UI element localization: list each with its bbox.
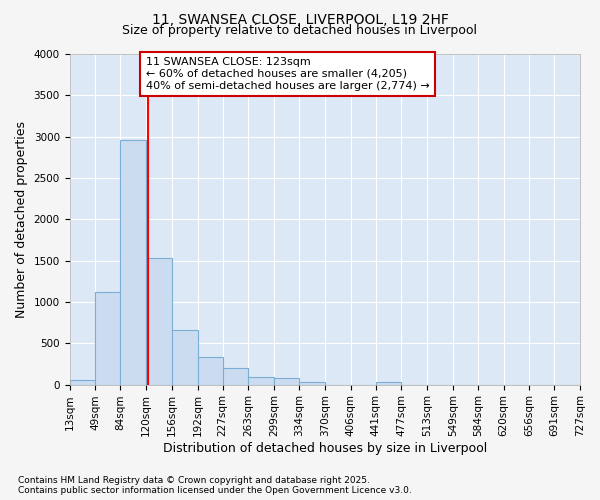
Bar — [299, 382, 325, 384]
X-axis label: Distribution of detached houses by size in Liverpool: Distribution of detached houses by size … — [163, 442, 487, 455]
Bar — [223, 368, 248, 384]
Text: Size of property relative to detached houses in Liverpool: Size of property relative to detached ho… — [122, 24, 478, 37]
Bar — [70, 380, 95, 384]
Y-axis label: Number of detached properties: Number of detached properties — [15, 121, 28, 318]
Bar — [146, 258, 172, 384]
Bar — [376, 382, 401, 384]
Bar — [120, 140, 146, 384]
Text: 11, SWANSEA CLOSE, LIVERPOOL, L19 2HF: 11, SWANSEA CLOSE, LIVERPOOL, L19 2HF — [152, 12, 448, 26]
Bar — [95, 292, 120, 384]
Bar — [172, 330, 197, 384]
Text: 11 SWANSEA CLOSE: 123sqm
← 60% of detached houses are smaller (4,205)
40% of sem: 11 SWANSEA CLOSE: 123sqm ← 60% of detach… — [146, 58, 430, 90]
Bar — [274, 378, 299, 384]
Bar — [248, 376, 274, 384]
Text: Contains HM Land Registry data © Crown copyright and database right 2025.
Contai: Contains HM Land Registry data © Crown c… — [18, 476, 412, 495]
Bar — [197, 358, 223, 384]
